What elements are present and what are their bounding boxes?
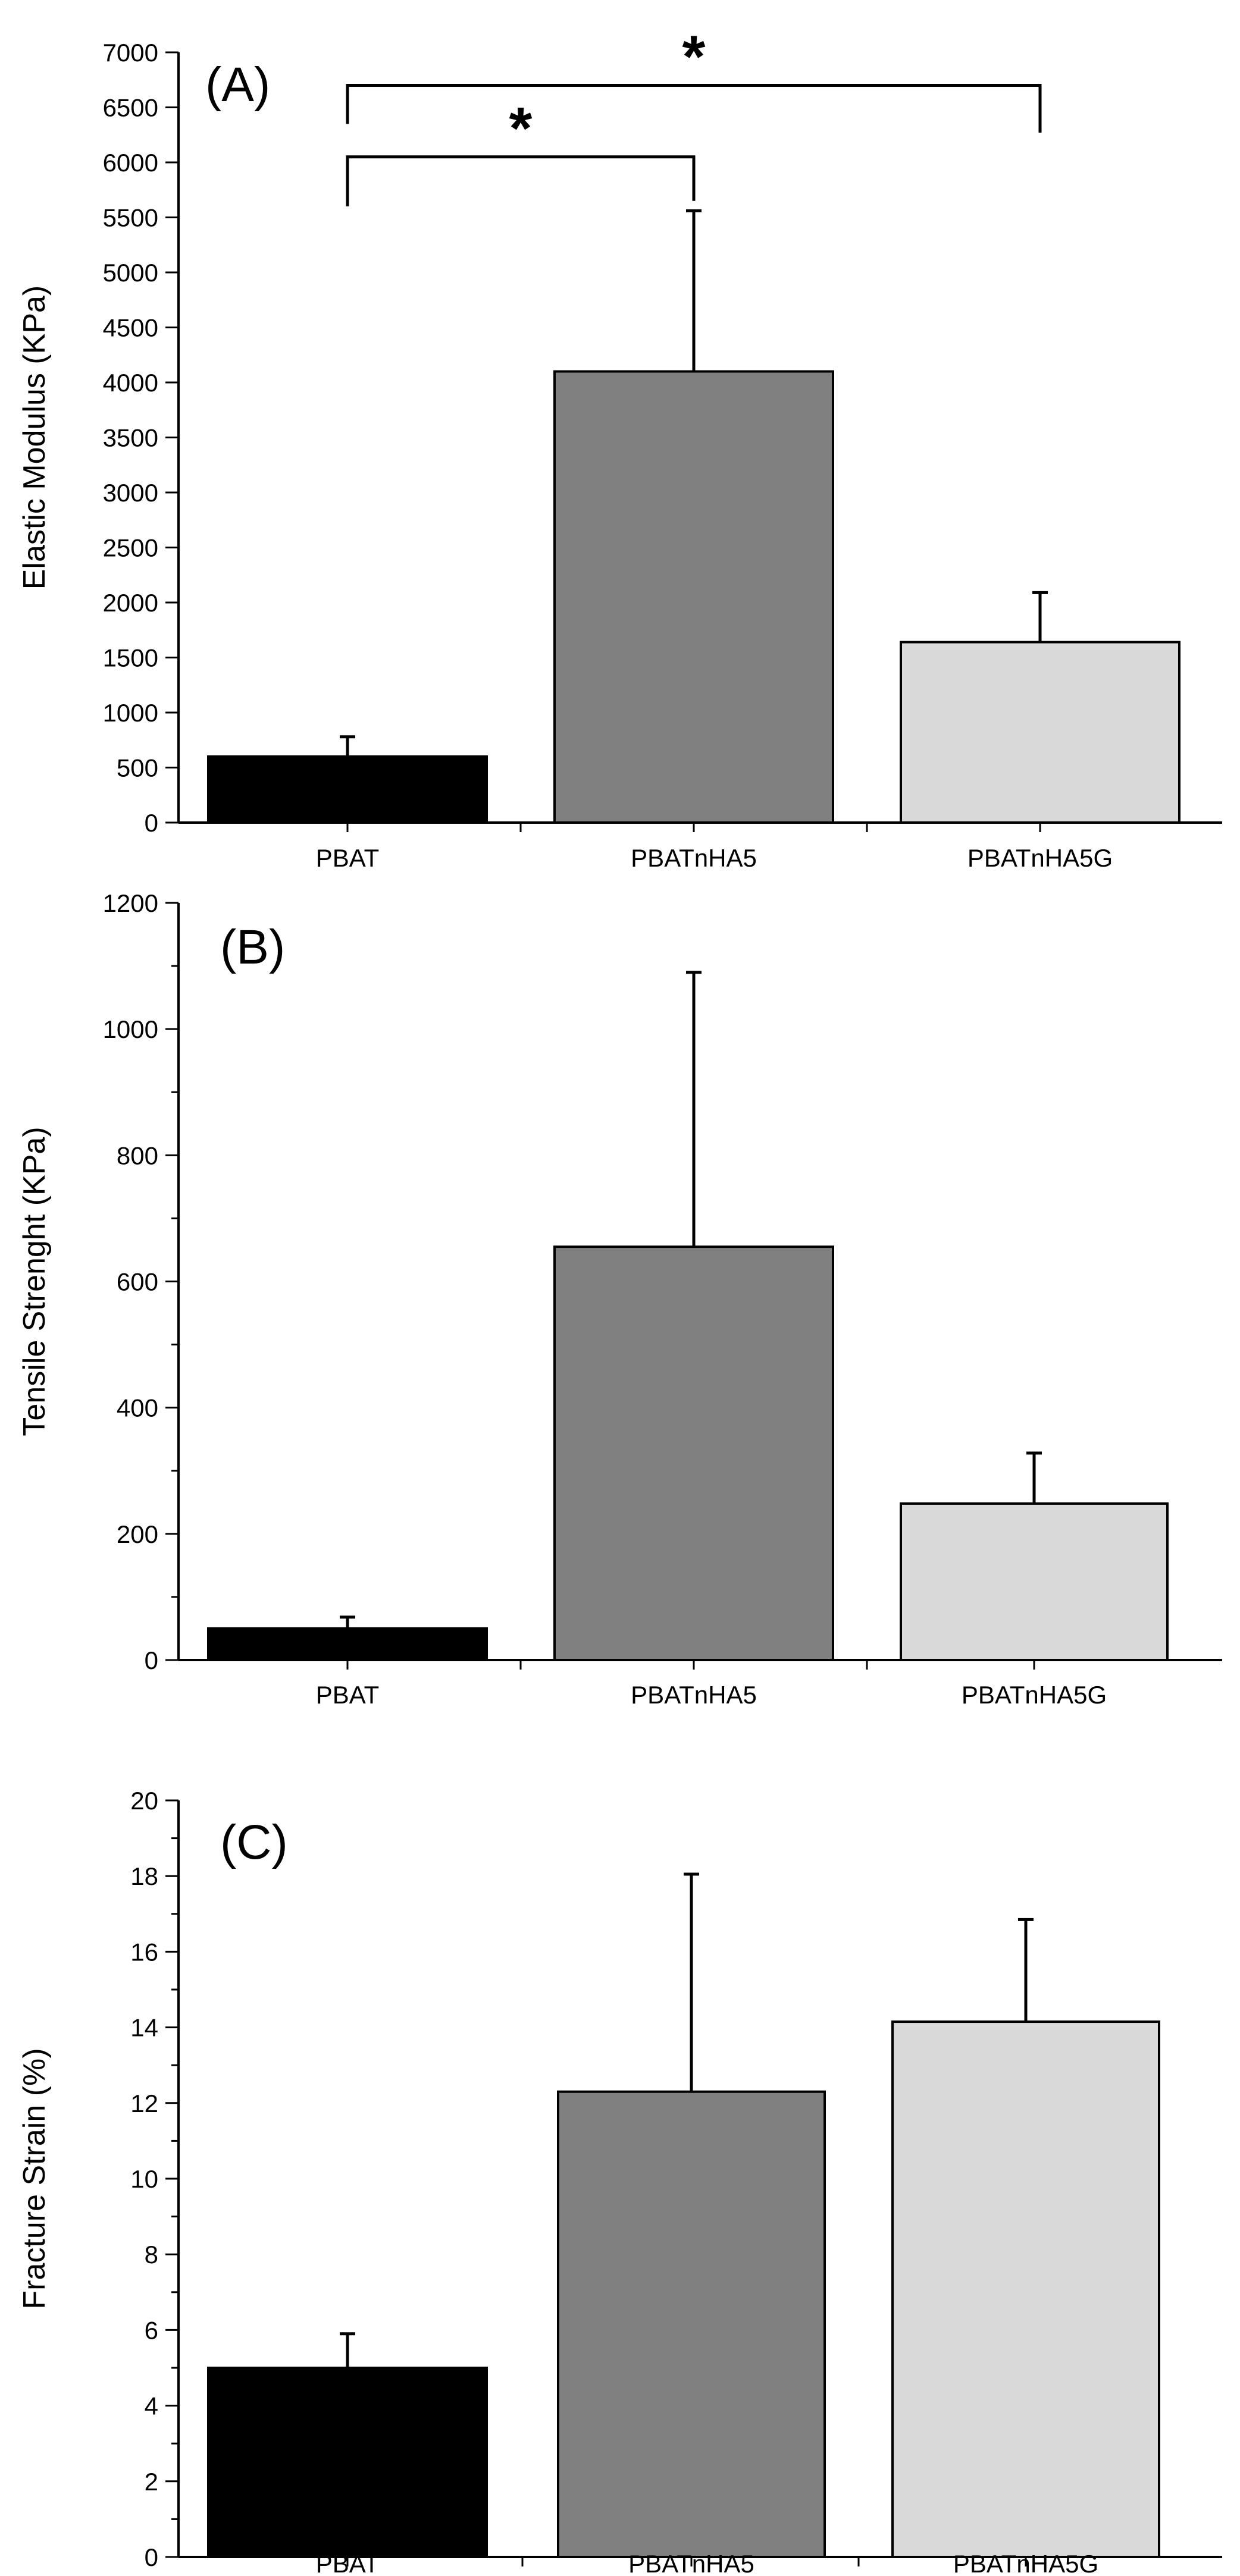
x-category-label: PBAT [316,844,380,872]
y-tick-label: 16 [130,1938,158,1966]
panel-label: (C) [220,1815,288,1869]
x-category-label: PBAT [316,1681,380,1709]
y-tick-label: 2000 [103,589,158,617]
y-tick-label: 1000 [103,1015,158,1043]
y-tick-label: 12 [130,2089,158,2117]
panel-label: (A) [205,58,270,112]
y-tick-label: 20 [130,1787,158,1815]
significance-star: * [509,95,533,162]
y-tick-label: 3500 [103,424,158,452]
y-tick-label: 2 [145,2468,158,2496]
y-tick-label: 2500 [103,534,158,562]
bar-pbatnha5 [557,2090,826,2558]
y-tick-label: 1000 [103,699,158,727]
y-axis-title: Tensile Strenght (KPa) [17,1127,52,1436]
y-tick-label: 4500 [103,314,158,342]
panel-label: (B) [220,920,285,974]
y-tick-label: 10 [130,2165,158,2193]
y-tick-label: 200 [117,1520,158,1548]
bar-pbatnha5g [900,1502,1169,1661]
y-tick-label: 1500 [103,644,158,672]
significance-star: * [682,24,706,90]
chart-panel-2: 0 200 400 600 800 1000 1200 PBAT PBATnHA5 PBATnHA… [17,889,1222,1709]
y-axis-title: Fracture Strain (%) [17,2048,52,2309]
bar-pbatnha5g [891,2020,1160,2559]
bar-pbat [207,1627,488,1661]
significance-bracket [346,155,696,206]
y-tick-label: 0 [145,2543,158,2571]
y-tick-label: 0 [145,809,158,837]
y-axis-title: Elastic Modulus (KPa) [17,285,52,590]
x-category-label: PBATnHA5G [967,844,1113,872]
x-category-label: PBATnHA5 [631,844,757,872]
y-tick-label: 7000 [103,39,158,67]
bar-pbatnha5g [900,641,1180,824]
y-tick-label: 3000 [103,479,158,507]
panels: 0500100015002000250030003500400045005000… [17,24,1222,2576]
significance-bracket [346,84,1042,133]
y-tick-label: 400 [117,1394,158,1422]
x-category-label: PBATnHA5 [631,1681,757,1709]
y-tick-label: 6000 [103,149,158,177]
x-category-label: PBATnHA5 [628,2550,754,2576]
y-tick-label: 1200 [103,889,158,917]
y-tick-label: 6 [145,2316,158,2344]
x-category-label: PBATnHA5G [953,2550,1098,2576]
y-tick-label: 5500 [103,204,158,232]
bar-pbat [207,2367,488,2558]
y-tick-label: 600 [117,1268,158,1296]
y-tick-label: 4 [145,2392,158,2420]
bar-pbat [207,755,488,824]
y-tick-label: 800 [117,1141,158,1169]
chart-panel-3: 0 2 4 6 8 10 12 14 16 18 20 PBAT PBATnHA5 PBATnHA5G Fr… [17,1787,1222,2576]
chart-panel-1: 0 500 1000 1500 2000 2500 3000 3500 4000 4500 5000… [17,24,1222,872]
y-tick-label: 14 [130,2014,158,2042]
y-tick-label: 500 [117,754,158,782]
bar-pbatnha5 [553,370,834,824]
y-tick-label: 5000 [103,259,158,287]
bar-pbatnha5 [553,1245,834,1661]
y-tick-label: 8 [145,2241,158,2268]
y-tick-label: 4000 [103,369,158,397]
x-category-label: PBAT [316,2550,380,2576]
y-tick-label: 0 [145,1646,158,1674]
y-tick-label: 6500 [103,94,158,122]
x-category-label: PBATnHA5G [962,1681,1107,1709]
y-tick-label: 18 [130,1862,158,1890]
